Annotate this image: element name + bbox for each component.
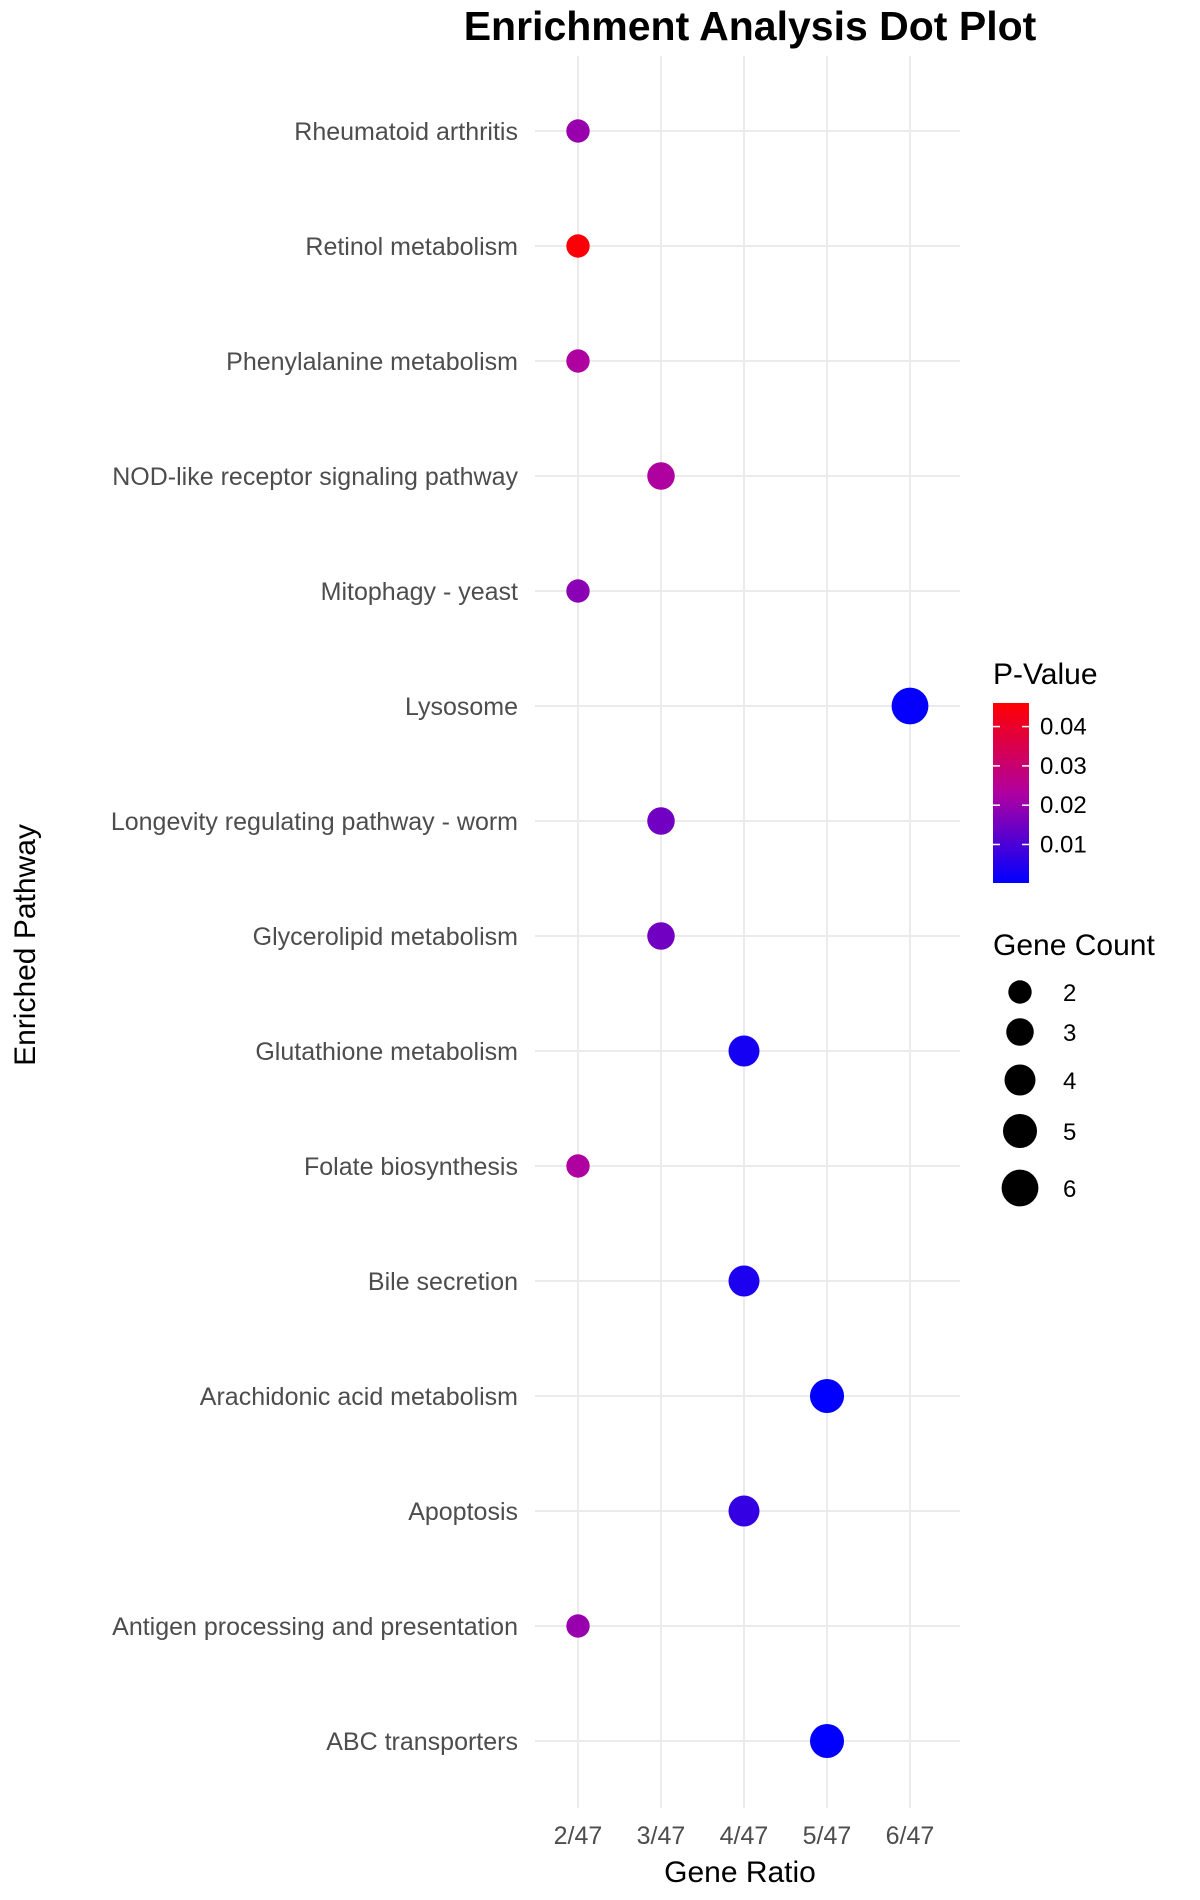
colorbar-tick-label: 0.01 <box>1040 831 1087 858</box>
data-point <box>566 1614 590 1638</box>
x-tick-label: 4/47 <box>720 1822 769 1850</box>
colorbar-tick-label: 0.03 <box>1040 753 1087 780</box>
pathway-label: Mitophagy - yeast <box>321 578 518 606</box>
pathway-label: Lysosome <box>405 693 518 721</box>
colorbar-tick-label: 0.02 <box>1040 792 1087 819</box>
gene-count-legend: Gene Count 2 3 4 5 6 <box>993 929 1155 1207</box>
size-legend-dot <box>1006 1018 1034 1046</box>
p-value-colorbar <box>993 703 1029 883</box>
pathway-label: Glycerolipid metabolism <box>253 923 518 951</box>
x-tick-label: 3/47 <box>637 1822 686 1850</box>
pathway-label: Glutathione metabolism <box>255 1038 518 1066</box>
pathway-label: NOD-like receptor signaling pathway <box>112 463 518 491</box>
data-point <box>647 922 675 950</box>
x-tick-label: 2/47 <box>554 1822 603 1850</box>
size-legend-dot <box>1004 1064 1036 1096</box>
pathway-label: Retinol metabolism <box>305 233 518 261</box>
gene-count-legend-title: Gene Count <box>993 929 1155 962</box>
size-legend-label: 2 <box>1063 980 1076 1007</box>
size-legend-label: 3 <box>1063 1020 1076 1047</box>
pathway-label: Arachidonic acid metabolism <box>200 1383 518 1411</box>
chart-title: Enrichment Analysis Dot Plot <box>464 3 1037 49</box>
pathway-label: Folate biosynthesis <box>304 1153 518 1181</box>
data-point <box>566 1154 590 1178</box>
size-legend-label: 6 <box>1063 1176 1076 1203</box>
pathway-label: Apoptosis <box>408 1498 518 1526</box>
data-point <box>891 687 929 725</box>
pathway-label: Antigen processing and presentation <box>112 1613 518 1641</box>
y-axis-title: Enriched Pathway <box>9 824 42 1066</box>
data-points <box>566 119 929 1759</box>
colorbar-tick-label: 0.04 <box>1040 714 1087 741</box>
p-value-legend: P-Value 0.01 0.02 0.03 0.04 <box>993 658 1098 883</box>
size-legend-dot <box>1001 1169 1039 1207</box>
pathway-label: Rheumatoid arthritis <box>294 118 518 146</box>
data-point <box>728 1495 760 1527</box>
data-point <box>647 807 675 835</box>
size-legend-dot <box>1008 980 1032 1004</box>
data-point <box>566 119 590 143</box>
x-tick-label: 5/47 <box>803 1822 852 1850</box>
pathway-label: Longevity regulating pathway - worm <box>111 808 518 836</box>
data-point <box>566 349 590 373</box>
x-axis-tick-labels: 2/47 3/47 4/47 5/47 6/47 <box>554 1822 935 1850</box>
x-axis-title: Gene Ratio <box>664 1856 816 1889</box>
size-legend-label: 4 <box>1063 1068 1076 1095</box>
data-point <box>566 234 590 258</box>
pathway-label: Bile secretion <box>368 1268 518 1296</box>
grid-lines <box>535 56 960 1808</box>
data-point <box>728 1265 760 1297</box>
data-point <box>647 462 675 490</box>
data-point <box>728 1035 760 1067</box>
data-point <box>566 579 590 603</box>
x-tick-label: 6/47 <box>886 1822 935 1850</box>
size-legend-label: 5 <box>1063 1119 1076 1146</box>
pathway-label: Phenylalanine metabolism <box>226 348 518 376</box>
data-point <box>809 1378 845 1414</box>
y-axis-labels: Rheumatoid arthritis Retinol metabolism Ph… <box>111 118 519 1756</box>
data-point <box>809 1723 845 1759</box>
size-legend-dot <box>1002 1113 1038 1149</box>
pathway-label: ABC transporters <box>326 1728 518 1756</box>
p-value-legend-title: P-Value <box>993 658 1098 691</box>
